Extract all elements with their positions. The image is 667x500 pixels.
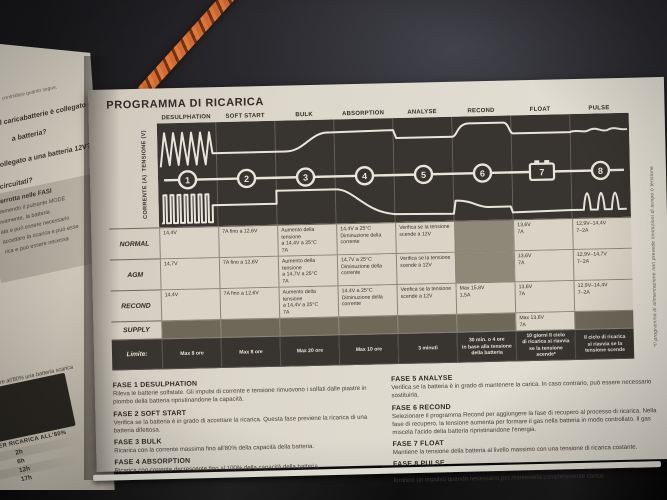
table-cell bbox=[279, 317, 339, 337]
manual-page: PROGRAMMA DI RICARICA DESULPHATION SOFT … bbox=[88, 76, 667, 484]
battery-terminal bbox=[544, 160, 550, 165]
svg-text:3: 3 bbox=[303, 173, 308, 183]
table-cell bbox=[220, 318, 280, 339]
table-cell: Verifica se la tensione scende a 12V bbox=[395, 252, 456, 286]
table-cell: 10 giorni Il ciclo di ricarica si riavvi… bbox=[515, 330, 576, 362]
table-cell: 3 minuti bbox=[397, 332, 458, 365]
table-cell: 14,7V a 25°C Diminuzione della corrente bbox=[336, 254, 397, 287]
table-cell: 12,9V–14,4V 7–2A bbox=[573, 279, 634, 313]
table-cell bbox=[574, 310, 634, 331]
table-cell: Max 15,8V 1,5A bbox=[455, 282, 516, 315]
table-cell: Max 20 ore bbox=[279, 335, 340, 368]
phase-header: DESULPHATION bbox=[161, 114, 211, 122]
svg-text:8: 8 bbox=[598, 166, 603, 176]
voltage-curve bbox=[159, 121, 628, 168]
table-cell: 30 min. o 4 ore in base alla tensione de… bbox=[456, 331, 517, 364]
fase-body: Selezionare il programma Recond per aggi… bbox=[391, 406, 657, 436]
book-gutter-shadow bbox=[84, 56, 120, 480]
svg-text:4: 4 bbox=[362, 171, 367, 181]
program-table: NORMAL 14,4V 7A fino a 12,6V Aumento del… bbox=[109, 216, 635, 371]
table-cell: Aumento della tensione a 14,7V a 25°C 7A bbox=[277, 255, 338, 288]
table-cell: 14,7V bbox=[159, 258, 220, 291]
table-cell bbox=[454, 251, 515, 284]
battery-icon bbox=[528, 162, 556, 182]
table-cell: Aumento della tensione a 14,4V a 25°C 7A bbox=[277, 223, 337, 257]
phase-header: ANALYSE bbox=[407, 109, 437, 116]
svg-text:2: 2 bbox=[244, 174, 249, 184]
charging-curves-svg: 1 2 3 4 5 6 7 8 bbox=[156, 112, 632, 228]
svg-text:6: 6 bbox=[480, 169, 485, 179]
current-axis-label: CORRENTE (A) bbox=[141, 174, 149, 219]
step-numbers: 1 2 3 4 5 6 7 8 bbox=[185, 166, 603, 185]
table-cell bbox=[338, 316, 398, 336]
table-cell: 14,4V a 25°C Diminuzione della corrente bbox=[337, 285, 398, 318]
table-cell: Il ciclo di ricarica si riavvia se la te… bbox=[574, 328, 635, 361]
table-cell: 12,9V–14,7V 7–2A bbox=[572, 248, 633, 282]
table-cell: 12,9V–14,4V 7–2A bbox=[572, 216, 632, 251]
charging-diagram: DESULPHATION SOFT START BULK ABSORPTION … bbox=[141, 105, 632, 228]
table-cell: 7A fino a 12,6V bbox=[219, 287, 280, 321]
phase-header: SOFT START bbox=[225, 112, 265, 120]
phase-header: RECOND bbox=[467, 107, 495, 115]
table-cell: 13,6V 7A bbox=[513, 250, 574, 283]
table-cell: Verifica se la tensione scende a 12V bbox=[395, 220, 455, 255]
svg-text:7: 7 bbox=[539, 167, 544, 177]
table-cell: Max 13,6V 7A bbox=[515, 312, 575, 332]
current-curve bbox=[162, 188, 627, 225]
phase-header: BULK bbox=[295, 111, 313, 119]
svg-text:5: 5 bbox=[421, 170, 426, 180]
step-markers bbox=[177, 160, 611, 190]
phase-header: ABSORPTION bbox=[342, 110, 385, 118]
table-cell bbox=[456, 313, 516, 333]
table-cell bbox=[161, 320, 221, 340]
battery-terminal bbox=[534, 160, 540, 165]
table-cell: Max 8 ore bbox=[161, 338, 222, 370]
phase-header: PULSE bbox=[588, 105, 610, 112]
svg-text:1: 1 bbox=[185, 175, 190, 185]
table-cell: 14,4V bbox=[159, 226, 219, 260]
table-cell: 13,6V 7A bbox=[513, 218, 573, 252]
table-cell: Max 10 ore bbox=[338, 334, 399, 366]
table-cell: Aumento della tensione a 14,4V a 25°C 7A bbox=[278, 286, 339, 319]
table-cell bbox=[397, 314, 457, 335]
table-cell: 14,4V bbox=[160, 289, 221, 322]
table-cell: 14,4V a 25°C Diminuzione della corrente bbox=[336, 222, 396, 256]
table-cell: 7A fino a 12,6V bbox=[218, 224, 278, 259]
table-cell: Max 8 ore bbox=[220, 336, 281, 369]
table-cell bbox=[454, 219, 514, 253]
table-cell: Verifica se la tensione scende a 12V bbox=[396, 283, 457, 317]
phase-header: FLOAT bbox=[529, 106, 551, 113]
vertical-footnote: *Il programma di alimentazione non preve… bbox=[648, 165, 659, 348]
table-cell: 13,6V 7A bbox=[514, 281, 575, 314]
table-cell: 7A fino a 12,6V bbox=[218, 256, 279, 290]
